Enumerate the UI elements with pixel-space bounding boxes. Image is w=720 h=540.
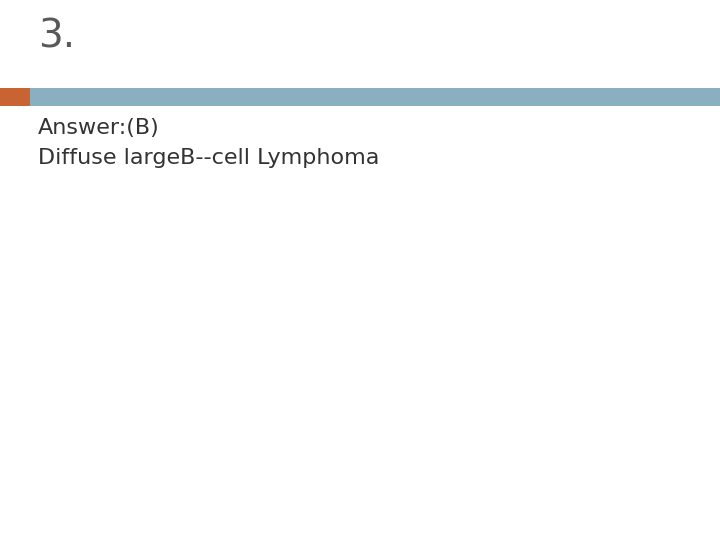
Text: Diffuse largeB--cell Lymphoma: Diffuse largeB--cell Lymphoma	[38, 148, 379, 168]
Bar	[30, 88, 720, 106]
Text: Answer:(B): Answer:(B)	[38, 118, 160, 138]
Text: 3.: 3.	[38, 18, 75, 56]
Bar	[0, 88, 30, 106]
